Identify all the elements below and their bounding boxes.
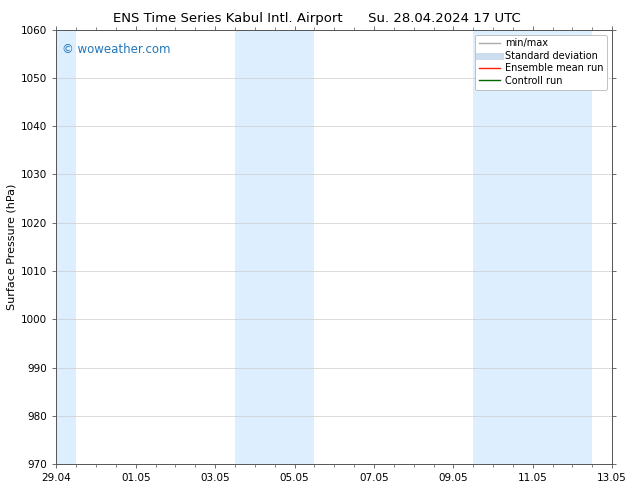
Bar (473, 30, 592, 464)
Y-axis label: Surface Pressure (hPa): Surface Pressure (hPa) (7, 184, 17, 310)
Text: ENS Time Series Kabul Intl. Airport      Su. 28.04.2024 17 UTC: ENS Time Series Kabul Intl. Airport Su. … (113, 12, 521, 25)
Text: © woweather.com: © woweather.com (62, 43, 171, 56)
Bar (56, 30, 76, 464)
Legend: min/max, Standard deviation, Ensemble mean run, Controll run: min/max, Standard deviation, Ensemble me… (475, 35, 607, 90)
Bar (235, 30, 314, 464)
